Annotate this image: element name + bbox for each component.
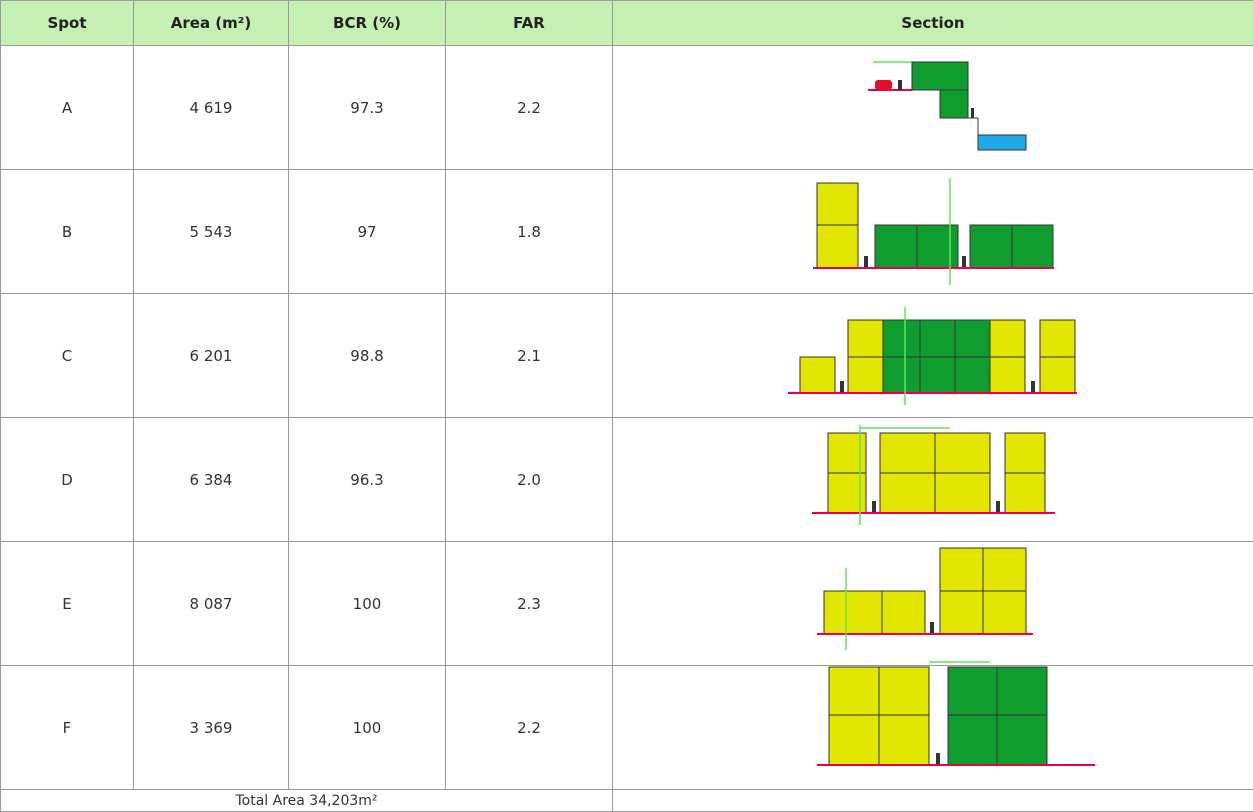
table-cell: 1.8	[446, 170, 613, 294]
table-cell: 97	[289, 170, 446, 294]
table-cell: 96.3	[289, 418, 446, 542]
section-cell	[613, 666, 1253, 790]
section-cell	[613, 418, 1253, 542]
table-cell: 3 369	[134, 666, 289, 790]
table-cell: 8 087	[134, 542, 289, 666]
table-cell: C	[1, 294, 134, 418]
table-cell: 98.8	[289, 294, 446, 418]
header-cell: FAR	[446, 1, 613, 46]
section-cell	[613, 294, 1253, 418]
section-cell	[613, 170, 1253, 294]
header-cell: Spot	[1, 1, 134, 46]
total-row: Total Area 34,203m²	[1, 790, 1253, 812]
table-cell: D	[1, 418, 134, 542]
table-cell: 5 543	[134, 170, 289, 294]
header-cell: BCR (%)	[289, 1, 446, 46]
table-cell: 2.2	[446, 666, 613, 790]
table-cell: 2.1	[446, 294, 613, 418]
table-cell: 6 384	[134, 418, 289, 542]
section-cell	[613, 542, 1253, 666]
table-cell: 100	[289, 666, 446, 790]
table-cell: 97.3	[289, 46, 446, 170]
table-cell: 4 619	[134, 46, 289, 170]
total-cell: Total Area 34,203m²	[1, 790, 613, 812]
table-cell: B	[1, 170, 134, 294]
table-cell: 2.3	[446, 542, 613, 666]
table-cell: 100	[289, 542, 446, 666]
empty-cell	[613, 790, 1253, 812]
section-cell	[613, 46, 1253, 170]
table-cell: 2.2	[446, 46, 613, 170]
table-cell: F	[1, 666, 134, 790]
table-cell: A	[1, 46, 134, 170]
table-cell: E	[1, 542, 134, 666]
header-cell: Area (m²)	[134, 1, 289, 46]
table-cell: 2.0	[446, 418, 613, 542]
table-cell: 6 201	[134, 294, 289, 418]
header-cell: Section	[613, 1, 1253, 46]
